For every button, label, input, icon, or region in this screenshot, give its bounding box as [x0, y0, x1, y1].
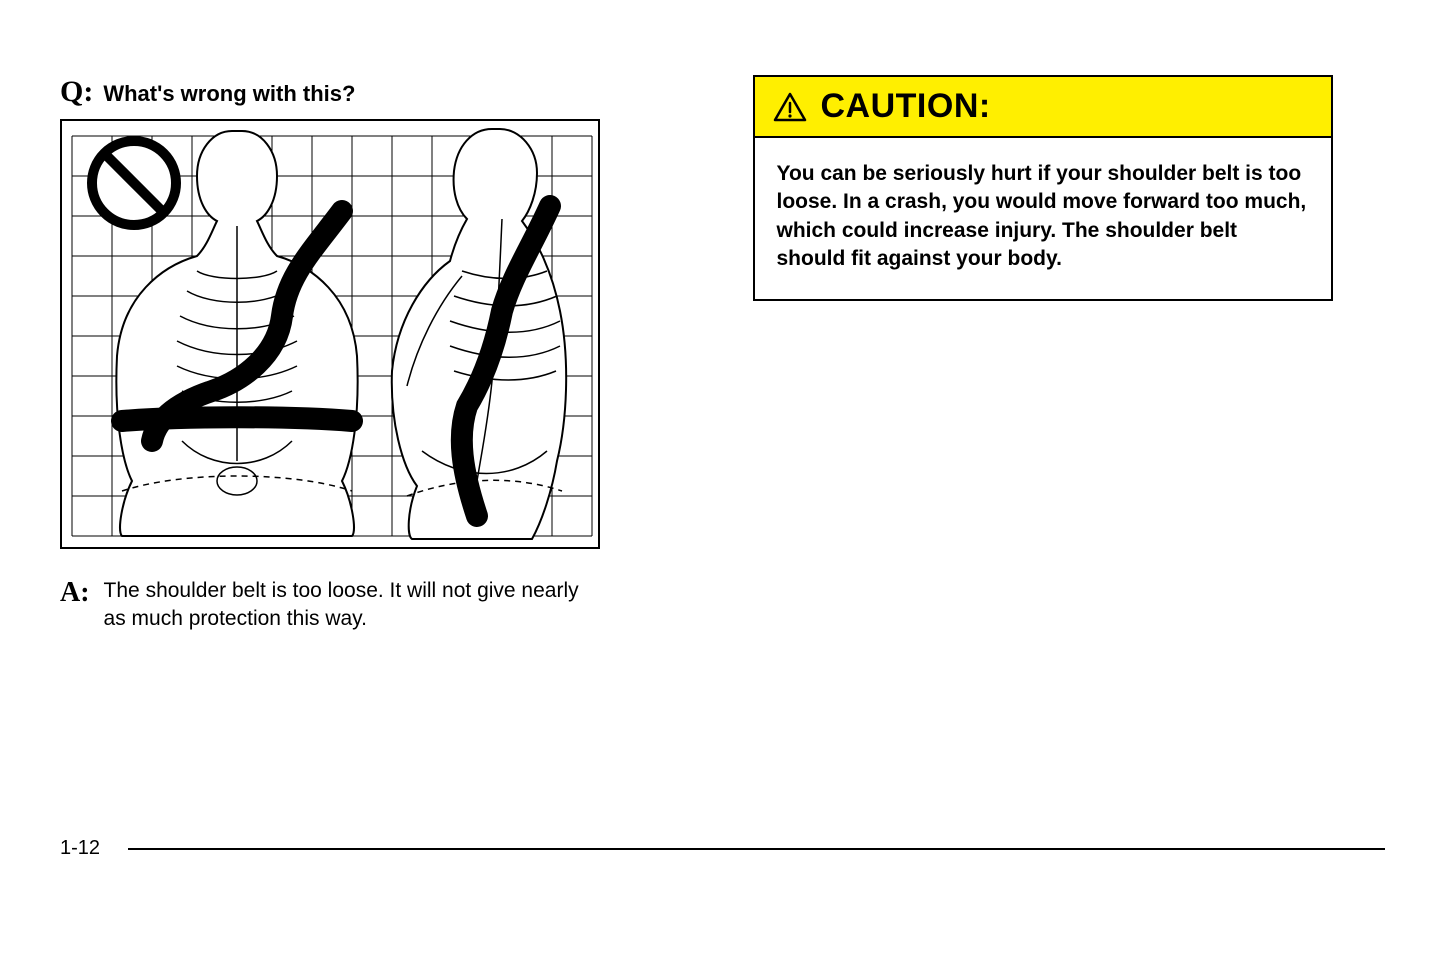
- caution-body: You can be seriously hurt if your should…: [755, 138, 1331, 299]
- page-footer: 1-12: [60, 837, 1385, 860]
- caution-header: CAUTION:: [755, 77, 1331, 138]
- a-label: A:: [60, 577, 90, 607]
- warning-icon: [773, 92, 807, 122]
- answer-line: A: The shoulder belt is too loose. It wi…: [60, 577, 600, 634]
- footer-rule: [128, 848, 1385, 850]
- seatbelt-illustration: [60, 119, 600, 549]
- a-text: The shoulder belt is too loose. It will …: [104, 577, 600, 634]
- right-column: CAUTION: You can be seriously hurt if yo…: [753, 75, 1386, 634]
- q-label: Q:: [60, 75, 93, 109]
- q-text: What's wrong with this?: [103, 81, 355, 107]
- page-number: 1-12: [60, 837, 100, 860]
- question-line: Q: What's wrong with this?: [60, 75, 693, 109]
- no-icon: [92, 141, 176, 225]
- caution-title: CAUTION:: [821, 87, 991, 126]
- caution-box: CAUTION: You can be seriously hurt if yo…: [753, 75, 1333, 301]
- left-column: Q: What's wrong with this?: [60, 75, 693, 634]
